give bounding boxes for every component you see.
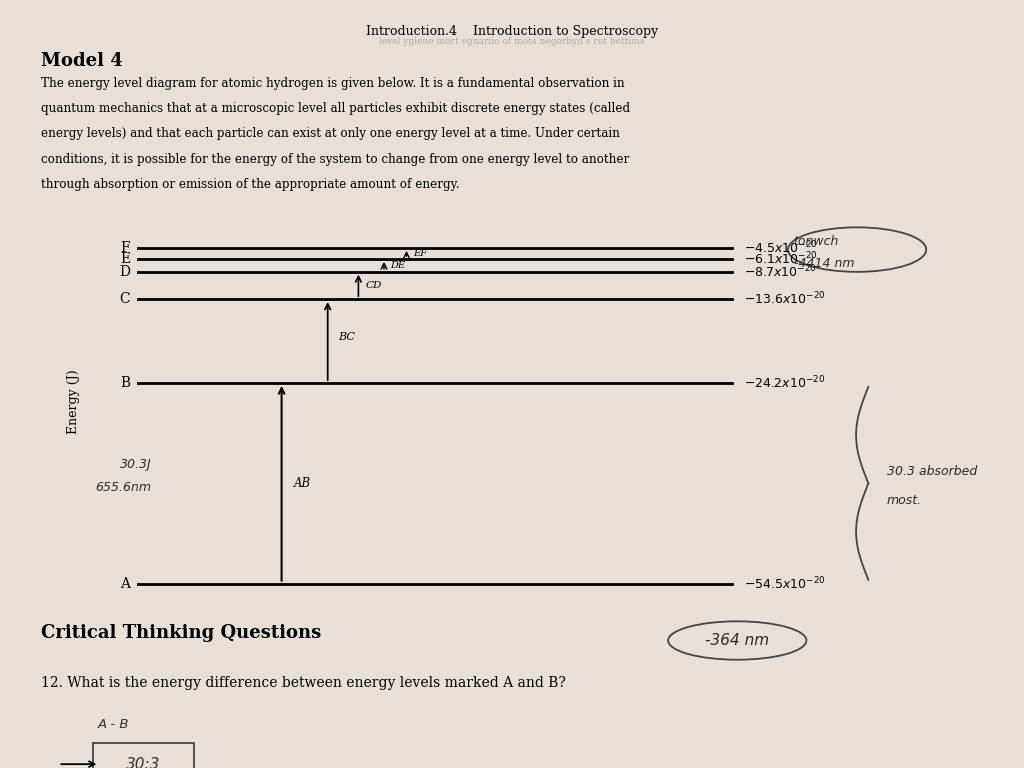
Text: A: A [120,577,130,591]
Text: through absorption or emission of the appropriate amount of energy.: through absorption or emission of the ap… [41,178,460,191]
Text: $-4.5 x 10^{-20}$: $-4.5 x 10^{-20}$ [744,240,818,257]
Text: EF: EF [413,249,427,258]
Text: BC: BC [338,333,354,343]
Text: Critical Thinking Questions: Critical Thinking Questions [41,624,322,641]
Text: E: E [120,252,130,266]
Text: quantum mechanics that at a microscopic level all particles exhibit discrete ene: quantum mechanics that at a microscopic … [41,102,630,115]
Text: -364 nm: -364 nm [706,633,769,648]
Text: energy levels) and that each particle can exist at only one energy level at a ti: energy levels) and that each particle ca… [41,127,620,141]
Text: $-6.1 x 10^{-20}$: $-6.1 x 10^{-20}$ [744,250,818,267]
Text: Model 4: Model 4 [41,52,123,70]
Text: most.: most. [887,494,922,507]
Text: $-24.2 x 10^{-20}$: $-24.2 x 10^{-20}$ [744,375,825,392]
Text: Energy (J): Energy (J) [68,369,80,434]
Text: The energy level diagram for atomic hydrogen is given below. It is a fundamental: The energy level diagram for atomic hydr… [41,77,625,90]
Text: 12. What is the energy difference between energy levels marked A and B?: 12. What is the energy difference betwee… [41,676,566,690]
Text: $-13.6 x 10^{-20}$: $-13.6 x 10^{-20}$ [744,291,826,307]
Text: B: B [120,376,130,390]
Text: Introduction.4    Introduction to Spectroscopy: Introduction.4 Introduction to Spectrosc… [366,25,658,38]
Text: CD: CD [366,281,382,290]
Text: DE: DE [390,261,406,270]
Text: $-8.7 x 10^{-20}$: $-8.7 x 10^{-20}$ [744,263,817,280]
Text: -4414 nm: -4414 nm [794,257,854,270]
Text: A - B: A - B [97,718,129,731]
Text: $-54.5 x 10^{-20}$: $-54.5 x 10^{-20}$ [744,575,826,592]
Text: 30.3J: 30.3J [120,458,152,471]
Text: 655.6nm: 655.6nm [95,481,152,494]
Text: C: C [120,292,130,306]
Text: conditions, it is possible for the energy of the system to change from one energ: conditions, it is possible for the energ… [41,153,629,166]
Text: tonwch: tonwch [794,236,839,248]
Text: AB: AB [294,477,311,490]
Text: D: D [119,265,130,279]
Text: level ygiene mort egnariio of mots negorbyd s rot bettims: level ygiene mort egnariio of mots negor… [379,37,645,46]
Text: 30:3: 30:3 [126,756,161,768]
Text: 30.3 absorbed: 30.3 absorbed [887,465,977,478]
Text: F: F [121,241,130,255]
